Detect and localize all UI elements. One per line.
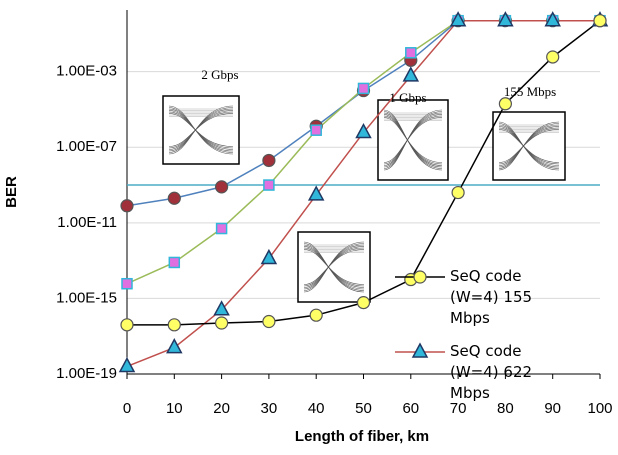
annotation: 1 Gbps bbox=[389, 90, 426, 105]
x-tick-label: 100 bbox=[587, 400, 612, 417]
legend-marker bbox=[414, 271, 426, 283]
x-axis-label: Length of fiber, km bbox=[295, 428, 429, 445]
y-tick-label: 1.00E-11 bbox=[57, 214, 117, 231]
y-tick-label: 1.00E-15 bbox=[56, 289, 117, 306]
annotation: 2 Gbps bbox=[201, 67, 238, 82]
y-tick-label: 1.00E-19 bbox=[56, 365, 117, 382]
marker bbox=[406, 48, 416, 58]
x-tick-label: 20 bbox=[213, 400, 230, 417]
marker bbox=[217, 224, 227, 234]
marker bbox=[310, 309, 322, 321]
marker bbox=[359, 83, 369, 93]
legend-label: SeQ code (W=4) 155 Mbps bbox=[450, 266, 570, 329]
legend-marker bbox=[413, 344, 427, 357]
marker bbox=[264, 180, 274, 190]
eye-diagram bbox=[163, 96, 239, 164]
marker bbox=[358, 297, 370, 309]
marker bbox=[216, 317, 228, 329]
x-tick-label: 10 bbox=[166, 400, 183, 417]
marker bbox=[168, 319, 180, 331]
marker bbox=[167, 340, 181, 353]
marker bbox=[594, 15, 606, 27]
marker bbox=[121, 319, 133, 331]
annotation: 155 Mbps bbox=[504, 84, 556, 99]
marker bbox=[263, 316, 275, 328]
page: {"chart_data": {"type": "line", "ylog": … bbox=[0, 0, 618, 450]
eye-diagram bbox=[298, 232, 370, 302]
x-tick-label: 30 bbox=[261, 400, 278, 417]
y-tick-label: 1.00E-07 bbox=[56, 138, 117, 155]
legend-label: SeQ code (W=4) 622 Mbps bbox=[450, 341, 570, 404]
x-tick-label: 40 bbox=[308, 400, 325, 417]
y-tick-label: 1.00E-03 bbox=[56, 63, 117, 80]
marker bbox=[499, 98, 511, 110]
marker bbox=[452, 187, 464, 199]
eye-diagram bbox=[378, 100, 448, 180]
marker bbox=[547, 51, 559, 63]
marker bbox=[311, 125, 321, 135]
marker bbox=[169, 257, 179, 267]
x-tick-label: 0 bbox=[123, 400, 131, 417]
eye-diagram bbox=[493, 112, 565, 180]
x-tick-label: 50 bbox=[355, 400, 372, 417]
marker bbox=[121, 200, 133, 212]
y-axis-label: BER bbox=[3, 176, 20, 208]
x-tick-label: 60 bbox=[402, 400, 419, 417]
marker bbox=[168, 192, 180, 204]
marker bbox=[122, 279, 132, 289]
marker bbox=[263, 154, 275, 166]
marker bbox=[216, 181, 228, 193]
